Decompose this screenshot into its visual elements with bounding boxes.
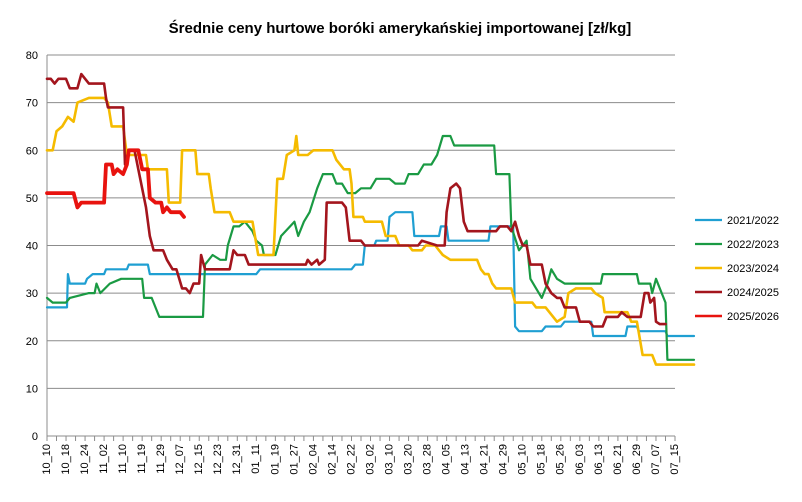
x-tick-label: 06_13 (593, 444, 605, 475)
x-tick-label: 01_27 (288, 444, 300, 475)
x-tick-label: 07_07 (650, 444, 662, 475)
x-tick-label: 06_21 (612, 444, 624, 475)
x-tick-label: 04_21 (479, 444, 491, 475)
x-tick-label: 12_15 (193, 444, 205, 475)
x-tick-label: 11_19 (136, 444, 148, 474)
series-line-2023-2024 (45, 96, 696, 366)
x-tick-label: 03_02 (364, 444, 376, 475)
x-tick-label: 02_14 (326, 444, 338, 475)
y-tick-label: 80 (26, 50, 38, 62)
x-tick-label: 04_05 (441, 444, 453, 475)
x-tick-label: 06_03 (574, 444, 586, 475)
y-tick-label: 30 (26, 288, 38, 300)
x-tick-label: 12_23 (212, 444, 224, 475)
y-tick-label: 70 (26, 98, 38, 110)
y-axis-tick-labels: 0 10 20 30 40 50 60 70 80 (26, 50, 38, 443)
x-tick-label: 03_20 (402, 444, 414, 475)
x-tick-label: 04_29 (498, 444, 510, 475)
x-tick-label: 03_10 (383, 444, 395, 475)
x-tick-label: 07_15 (669, 444, 681, 475)
y-tick-label: 0 (32, 431, 38, 443)
x-tick-label: 10_24 (79, 444, 91, 475)
x-tick-label: 10_18 (60, 444, 72, 475)
x-tick-label: 01_11 (250, 444, 262, 474)
axes (46, 55, 676, 441)
x-tick-label: 04_13 (460, 444, 472, 475)
y-tick-label: 60 (26, 145, 38, 157)
legend: 2021/2022 2022/2023 2023/2024 2024/2025 2025… (695, 215, 779, 323)
x-tick-label: 05_26 (555, 444, 567, 475)
chart-title: Średnie ceny hurtowe boróki amerykańskie… (169, 19, 632, 37)
legend-label: 2025/2026 (727, 311, 779, 323)
legend-label: 2024/2025 (727, 287, 779, 299)
x-tick-label: 11_29 (155, 444, 167, 474)
x-tick-label: 12_31 (231, 444, 243, 475)
x-tick-label: 12_07 (174, 444, 186, 475)
x-tick-label: 11_10 (117, 444, 129, 474)
x-tick-label: 05_18 (536, 444, 548, 475)
series-line-2025-2026 (45, 148, 186, 219)
legend-label: 2022/2023 (727, 239, 779, 251)
x-tick-label: 10_10 (41, 444, 53, 475)
x-axis-tick-labels: 10_10 10_18 10_24 11_02 11_10 11_19 11_29 12_07… (41, 444, 681, 475)
y-tick-label: 50 (26, 193, 38, 205)
y-tick-label: 10 (26, 383, 38, 395)
x-tick-label: 02_22 (345, 444, 357, 475)
x-tick-label: 05_10 (517, 444, 529, 475)
x-tick-label: 01_19 (269, 444, 281, 475)
legend-label: 2023/2024 (727, 263, 779, 275)
x-tick-label: 06_29 (631, 444, 643, 475)
y-tick-label: 40 (26, 241, 38, 253)
x-tick-label: 11_02 (98, 444, 110, 474)
x-tick-label: 02_04 (307, 444, 319, 475)
y-tick-label: 20 (26, 336, 38, 348)
x-tick-label: 03_28 (422, 444, 434, 475)
series-lines (45, 72, 696, 366)
legend-label: 2021/2022 (727, 215, 779, 227)
